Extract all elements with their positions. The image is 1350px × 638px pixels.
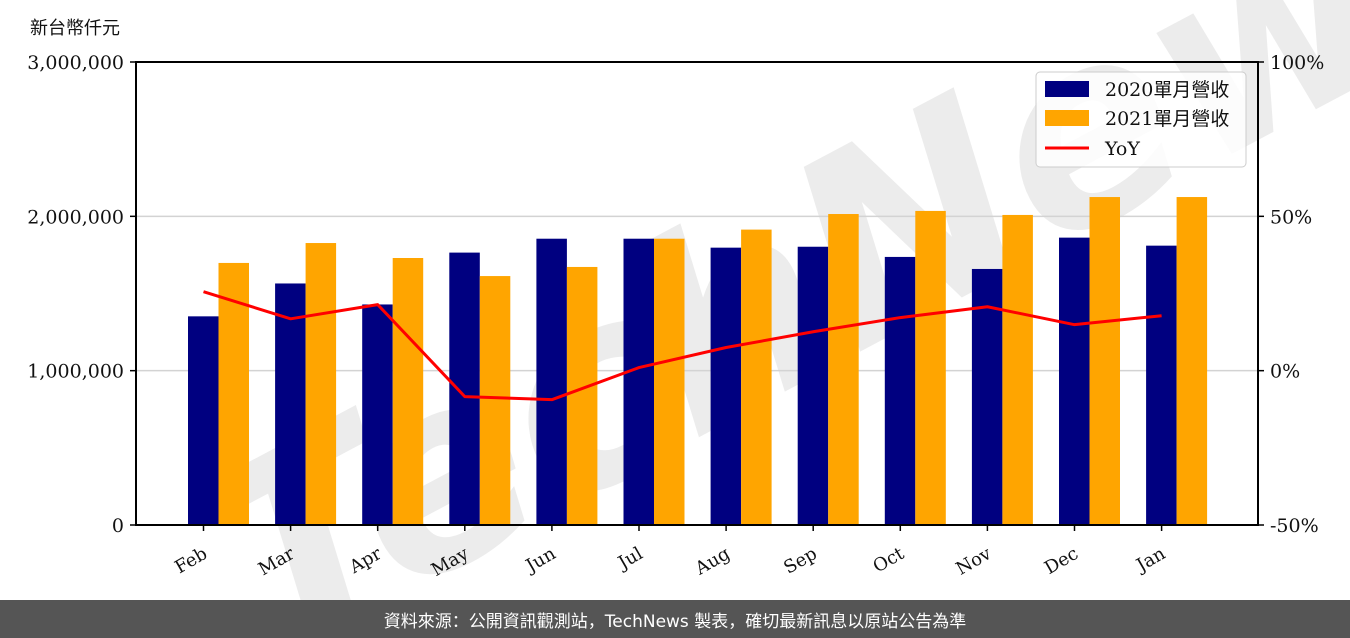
y-axis-unit-label: 新台幣仟元 [30,18,120,39]
bar-2020-mar [275,283,306,525]
bar-2020-feb [188,316,219,525]
legend: 2020單月營收 2021單月營收 YoY [1035,71,1247,168]
bar-2021-apr [392,258,424,525]
bar-2021-may [479,276,511,525]
x-tick-label: Dec [1041,543,1082,579]
bar-2021-sep [828,214,859,526]
y2-tick-label: 0% [1270,361,1300,383]
bar-2020-jun [536,238,567,525]
x-tick-label: Nov [953,543,996,580]
bar-2020-sep [797,246,829,525]
bar-2020-jan [1146,245,1177,525]
y-tick-label: 2,000,000 [27,206,124,228]
bars [188,197,1208,526]
yoy-polyline [203,290,1162,402]
source-footer: 資料來源：公開資訊觀測站，TechNews 製表，確切最新訊息以原站公告為準 [0,600,1350,638]
legend-item-2021: 2021單月營收 [1105,108,1229,130]
y2-tick-label: -50% [1270,515,1319,537]
bar-2020-aug [710,247,742,525]
legend-item-2020: 2020單月營收 [1105,79,1229,101]
x-tick-label: Sep [780,543,820,578]
bar-2021-jan [1176,197,1208,525]
x-tick-label: Feb [171,543,211,578]
bar-2021-feb [218,262,249,525]
x-tick-label: Oct [870,543,909,578]
x-tick-label: Jan [1131,543,1169,577]
bar-2020-oct [884,256,916,525]
bar-2020-may [449,252,480,525]
bar-2021-mar [305,243,337,525]
y-tick-label: 1,000,000 [27,361,124,383]
bar-2021-jul [654,238,685,525]
y-tick-label: 3,000,000 [27,52,124,74]
legend-item-yoy: YoY [1104,138,1140,160]
bar-2020-nov [971,268,1003,525]
revenue-chart: TechNews 01,000,0002,000,0003,000,000-50… [27,0,1350,600]
y2-tick-label: 100% [1270,52,1324,74]
bar-2020-dec [1059,237,1090,525]
plot-frame [135,61,1259,526]
bar-2021-nov [1002,214,1033,525]
y-tick-label: 0 [112,515,124,537]
bar-2020-jul [623,238,654,525]
bar-2021-oct [915,210,946,525]
x-tick-label: Aug [691,543,734,580]
bar-2020-apr [362,304,393,525]
bar-2021-jun [566,266,598,525]
y2-tick-label: 50% [1270,206,1312,228]
bar-2021-aug [741,229,772,525]
yoy-line [203,290,1162,402]
bar-2021-dec [1089,197,1120,525]
